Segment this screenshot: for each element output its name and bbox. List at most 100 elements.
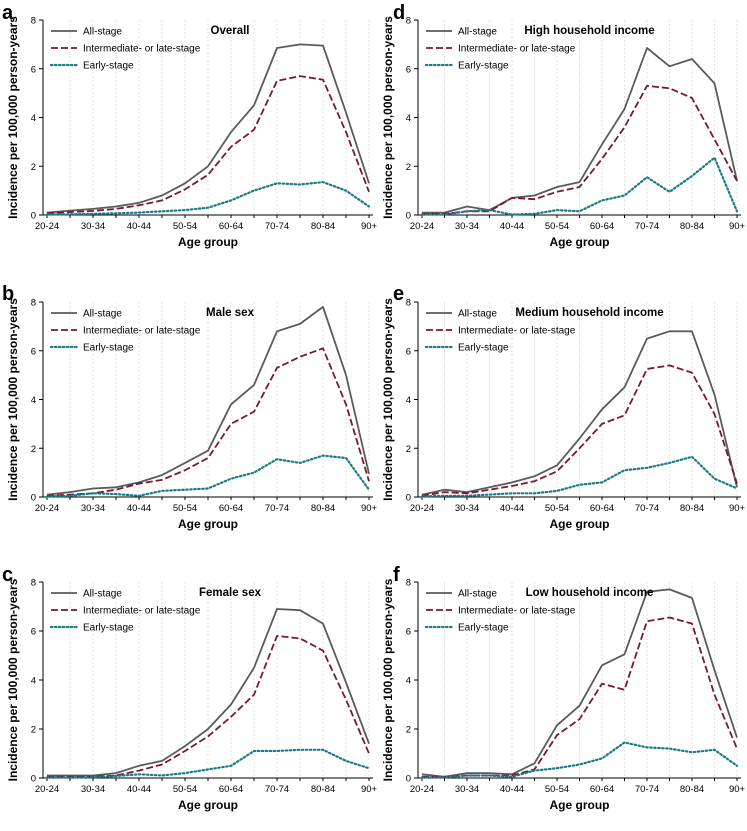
x-tick-label: 80-84: [680, 503, 704, 514]
series-line-early-stage: [420, 455, 739, 498]
x-tick-label: 80-84: [680, 221, 704, 232]
x-tick-label: 60-64: [590, 221, 614, 232]
legend-label: Early-stage: [83, 343, 134, 354]
y-tick-label: 0: [406, 774, 411, 785]
x-tick-label: 60-64: [590, 503, 614, 514]
y-tick-label: 4: [31, 395, 36, 406]
y-axis-label: Incidence per 100,000 person-years: [6, 16, 20, 219]
series-line-all-stage: [421, 330, 738, 496]
x-tick-label: 50-54: [173, 784, 197, 795]
x-tick-label: 70-74: [265, 221, 289, 232]
legend-label: Intermediate- or late-stage: [458, 44, 576, 55]
legend-label: All-stage: [458, 309, 497, 320]
legend-label: All-stage: [83, 27, 122, 38]
x-tick-label: 20-24: [35, 784, 59, 795]
y-tick-label: 4: [31, 676, 36, 687]
series-line-late-stage: [46, 347, 370, 497]
panel-d: 0 2 4 6 8 20-24 30-34 40-44 50-54 60-64 70-74 80-84…: [381, 2, 746, 249]
panel-title: Medium household income: [515, 307, 663, 319]
x-tick-label: 70-74: [635, 221, 659, 232]
x-tick-label: 30-34: [81, 221, 105, 232]
x-tick-label: 40-44: [500, 503, 524, 514]
y-tick-label: 8: [406, 298, 411, 309]
y-tick-label: 4: [31, 113, 36, 124]
legend-label: Early-stage: [458, 343, 509, 354]
x-tick-label: 90+: [729, 221, 746, 232]
x-tick-label: 70-74: [265, 784, 289, 795]
x-tick-label: 40-44: [127, 784, 151, 795]
y-tick-label: 4: [406, 676, 411, 687]
x-tick-label: 30-34: [455, 221, 479, 232]
x-tick-label: 20-24: [410, 503, 434, 514]
panel-letter: d: [393, 2, 405, 24]
x-axis-label: Age group: [178, 235, 238, 249]
x-tick-label: 60-64: [219, 503, 243, 514]
y-axis-label: Incidence per 100,000 person-years: [381, 16, 395, 219]
x-tick-label: 80-84: [311, 221, 335, 232]
y-tick-label: 8: [406, 578, 411, 589]
x-tick-label: 30-34: [455, 784, 479, 795]
legend-label: Intermediate- or late-stage: [83, 326, 201, 337]
legend-label: Early-stage: [458, 623, 509, 634]
y-tick-label: 4: [406, 113, 411, 124]
y-axis-label: Incidence per 100,000 person-years: [6, 298, 20, 501]
panel-title: Low household income: [526, 587, 654, 599]
x-tick-label: 20-24: [35, 503, 59, 514]
x-tick-label: 60-64: [590, 784, 614, 795]
legend-label: All-stage: [458, 589, 497, 600]
x-tick-label: 80-84: [311, 784, 335, 795]
x-tick-label: 50-54: [545, 784, 569, 795]
panel-b: 0 2 4 6 8 20-24 30-34 40-44 50-54 60-64 70-74 80-84…: [2, 283, 378, 531]
y-tick-label: 6: [406, 64, 411, 75]
x-tick-label: 50-54: [173, 503, 197, 514]
x-axis-label: Age group: [550, 517, 610, 531]
x-tick-label: 90+: [361, 784, 378, 795]
x-tick-label: 70-74: [635, 503, 659, 514]
y-tick-label: 0: [31, 493, 36, 504]
y-tick-label: 0: [406, 211, 411, 222]
panel-letter: a: [2, 2, 14, 24]
legend-label: Intermediate- or late-stage: [83, 44, 201, 55]
y-tick-label: 0: [31, 774, 36, 785]
x-tick-label: 90+: [361, 503, 378, 514]
legend-label: Early-stage: [83, 623, 134, 634]
panel-letter: e: [393, 283, 404, 305]
y-axis-label: Incidence per 100,000 person-years: [6, 578, 20, 781]
panel-a: 0 2 4 6 8 20-24 30-34 40-44 50-54 60-64 70-74 80-84…: [2, 2, 378, 249]
x-tick-label: 90+: [361, 221, 378, 232]
x-tick-label: 40-44: [127, 221, 151, 232]
x-tick-label: 60-64: [219, 784, 243, 795]
series-line-all-stage: [421, 588, 738, 778]
y-tick-label: 2: [406, 444, 411, 455]
x-axis-label: Age group: [178, 798, 238, 812]
x-tick-label: 50-54: [545, 221, 569, 232]
x-tick-label: 70-74: [635, 784, 659, 795]
x-axis-label: Age group: [550, 798, 610, 812]
y-tick-label: 2: [406, 162, 411, 173]
x-tick-label: 40-44: [500, 221, 524, 232]
x-tick-label: 90+: [729, 503, 746, 514]
y-tick-label: 8: [31, 578, 36, 589]
x-tick-label: 20-24: [410, 221, 434, 232]
x-tick-label: 90+: [729, 784, 746, 795]
panel-c: 0 2 4 6 8 20-24 30-34 40-44 50-54 60-64 70-74 80-84…: [2, 564, 378, 812]
y-tick-label: 6: [406, 346, 411, 357]
y-tick-label: 4: [406, 395, 411, 406]
panel-title: High household income: [524, 25, 654, 37]
x-tick-label: 20-24: [410, 784, 434, 795]
y-tick-label: 6: [31, 64, 36, 75]
panel-letter: b: [2, 283, 14, 305]
y-tick-label: 6: [31, 627, 36, 638]
x-tick-label: 30-34: [81, 784, 105, 795]
series-line-early-stage: [45, 454, 371, 498]
x-tick-label: 50-54: [173, 221, 197, 232]
y-tick-label: 2: [406, 725, 411, 736]
legend-label: All-stage: [83, 309, 122, 320]
x-axis-label: Age group: [178, 517, 238, 531]
y-tick-label: 0: [31, 211, 36, 222]
series-line-early-stage: [420, 741, 739, 779]
x-tick-label: 20-24: [35, 221, 59, 232]
y-tick-label: 8: [31, 16, 36, 27]
legend-label: Early-stage: [458, 61, 509, 72]
